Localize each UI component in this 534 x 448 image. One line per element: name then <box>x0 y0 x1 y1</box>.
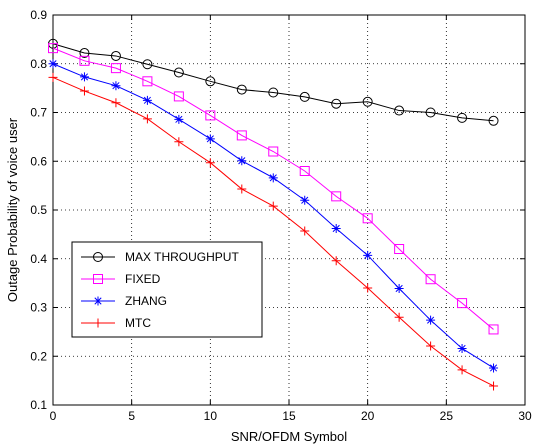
data-point-max-throughput <box>425 107 436 118</box>
x-tick-label: 20 <box>361 409 375 423</box>
y-tick-label: 0.3 <box>30 301 47 315</box>
legend-label-mtc: MTC <box>125 316 151 330</box>
data-point-zhang <box>174 114 184 124</box>
data-point-zhang <box>457 343 467 353</box>
data-point-zhang <box>268 173 278 183</box>
legend-marker-max-throughput <box>93 252 103 262</box>
data-point-mtc <box>237 184 247 194</box>
series-max-throughput <box>48 38 499 126</box>
x-tick-label: 0 <box>50 409 57 423</box>
data-point-mtc <box>205 158 215 168</box>
grid <box>52 14 526 406</box>
y-axis-label: Outage Probability of voice user <box>5 117 20 302</box>
data-point-fixed <box>394 244 405 254</box>
data-point-fixed <box>205 110 216 121</box>
series-layer <box>48 38 499 391</box>
data-point-zhang <box>394 283 404 293</box>
data-point-mtc <box>48 72 58 82</box>
data-point-max-throughput <box>110 50 121 61</box>
data-point-zhang <box>48 59 58 69</box>
data-point-max-throughput <box>331 98 342 109</box>
data-point-mtc <box>300 226 310 236</box>
x-tick-label: 5 <box>128 409 135 423</box>
legend: MAX THROUGHPUT FIXED ZHANG MTC <box>71 241 263 338</box>
data-point-fixed <box>362 213 373 224</box>
data-point-zhang <box>111 81 121 91</box>
series-line-fixed <box>52 47 494 330</box>
data-point-fixed <box>457 298 468 309</box>
data-point-max-throughput <box>173 67 184 78</box>
data-point-max-throughput <box>205 76 216 87</box>
data-point-max-throughput <box>488 115 499 126</box>
data-point-fixed <box>110 63 121 74</box>
data-point-zhang <box>237 156 247 166</box>
data-point-fixed <box>299 166 310 176</box>
legend-label-zhang: ZHANG <box>125 294 167 308</box>
data-point-mtc <box>363 283 373 293</box>
series-fixed <box>48 43 499 335</box>
data-point-zhang <box>79 72 89 82</box>
data-point-mtc <box>142 114 152 124</box>
data-point-fixed <box>48 43 58 54</box>
data-point-fixed <box>331 191 342 202</box>
y-tick-label: 0.6 <box>30 154 47 168</box>
data-point-mtc <box>426 341 436 351</box>
y-tick-label: 0.7 <box>30 106 47 120</box>
legend-label-max-throughput: MAX THROUGHPUT <box>125 250 239 264</box>
data-point-fixed <box>236 130 247 141</box>
data-point-fixed <box>425 274 436 285</box>
axes-ticks: 0 5 10 15 20 25 30 0.1 0.2 0.3 0.4 0.5 0.6 0.7 0.8 0.9 <box>30 8 532 423</box>
data-point-max-throughput <box>142 59 153 70</box>
legend-label-fixed: FIXED <box>125 272 161 286</box>
data-point-max-throughput <box>79 48 90 59</box>
data-point-mtc <box>174 137 184 147</box>
y-tick-label: 0.4 <box>30 252 47 266</box>
data-point-max-throughput <box>394 105 405 116</box>
legend-marker-mtc <box>93 318 103 328</box>
y-tick-label: 0.2 <box>30 349 47 363</box>
series-line-max-throughput <box>52 43 494 122</box>
x-tick-label: 10 <box>204 409 218 423</box>
data-point-max-throughput <box>362 96 373 107</box>
data-point-zhang <box>426 315 436 325</box>
y-tick-label: 0.9 <box>30 8 47 22</box>
data-point-max-throughput <box>457 112 468 123</box>
x-tick-label: 25 <box>440 409 454 423</box>
data-point-mtc <box>331 256 341 266</box>
data-point-zhang <box>331 224 341 234</box>
data-point-fixed <box>79 55 90 66</box>
legend-box <box>71 241 263 338</box>
y-tick-label: 0.8 <box>30 57 47 71</box>
legend-marker-fixed <box>93 274 103 284</box>
data-point-fixed <box>488 324 499 335</box>
data-point-mtc <box>489 381 499 391</box>
data-point-mtc <box>79 86 89 96</box>
data-point-zhang <box>363 250 373 260</box>
y-tick-label: 0.1 <box>30 398 47 412</box>
y-tick-label: 0.5 <box>30 203 47 217</box>
data-point-mtc <box>457 365 467 375</box>
data-point-max-throughput <box>236 84 247 95</box>
series-mtc <box>48 72 499 391</box>
series-line-mtc <box>52 76 494 387</box>
data-point-fixed <box>268 146 279 157</box>
x-axis-label: SNR/OFDM Symbol <box>231 429 347 444</box>
data-point-zhang <box>142 95 152 105</box>
legend-marker-zhang <box>93 296 103 306</box>
data-point-mtc <box>268 201 278 211</box>
x-tick-label: 30 <box>518 409 532 423</box>
data-point-zhang <box>205 134 215 144</box>
data-point-mtc <box>111 98 121 108</box>
x-tick-label: 15 <box>282 409 296 423</box>
data-point-mtc <box>394 312 404 322</box>
data-point-fixed <box>142 76 153 87</box>
data-point-max-throughput <box>268 87 279 98</box>
data-point-zhang <box>489 363 499 373</box>
data-point-zhang <box>300 195 310 205</box>
data-point-fixed <box>173 91 184 102</box>
series-zhang <box>48 59 499 373</box>
data-point-max-throughput <box>299 91 310 102</box>
